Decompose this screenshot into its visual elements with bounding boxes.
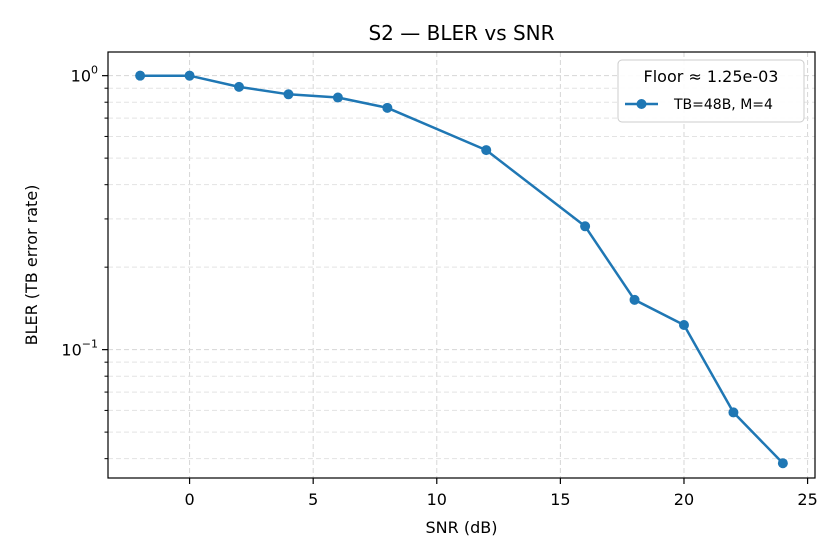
x-axis-ticks: 0 5 10 15 20 25 — [184, 478, 818, 509]
y-tick-label: 10−1 — [61, 338, 98, 360]
legend-box — [617, 59, 805, 123]
series-line — [140, 74, 784, 465]
data-point — [777, 458, 788, 469]
y-axis-label: BLER (TB error rate) — [22, 185, 41, 346]
legend-title: Floor ≈ 1.25e-03 — [644, 67, 779, 86]
y-axis-ticks: 100 10−1 — [61, 64, 108, 460]
data-point — [728, 407, 739, 418]
data-point — [382, 102, 393, 113]
data-point — [332, 92, 343, 103]
x-tick-label: 15 — [550, 490, 570, 509]
x-tick-label: 25 — [797, 490, 817, 509]
y-tick-label: 100 — [71, 64, 98, 86]
series-layer — [135, 70, 788, 469]
legend-series-label: TB=48B, M=4 — [673, 97, 773, 113]
x-tick-label: 0 — [184, 490, 194, 509]
plot-frame — [107, 51, 816, 479]
data-point — [283, 89, 294, 100]
x-tick-label: 5 — [308, 490, 318, 509]
grid — [108, 52, 815, 478]
data-point — [678, 320, 689, 331]
legend-swatch-marker — [636, 99, 647, 109]
x-tick-label: 20 — [674, 490, 694, 509]
data-point — [135, 70, 146, 81]
x-axis-label: SNR (dB) — [426, 518, 498, 537]
data-point — [580, 221, 591, 232]
chart-title: S2 — BLER vs SNR — [368, 21, 554, 45]
x-tick-label: 10 — [427, 490, 447, 509]
data-point — [234, 81, 245, 92]
data-point — [481, 145, 492, 156]
data-point — [184, 70, 195, 81]
legend: Floor ≈ 1.25e-03 TB=48B, M=4 — [617, 59, 805, 123]
data-point — [629, 294, 640, 305]
